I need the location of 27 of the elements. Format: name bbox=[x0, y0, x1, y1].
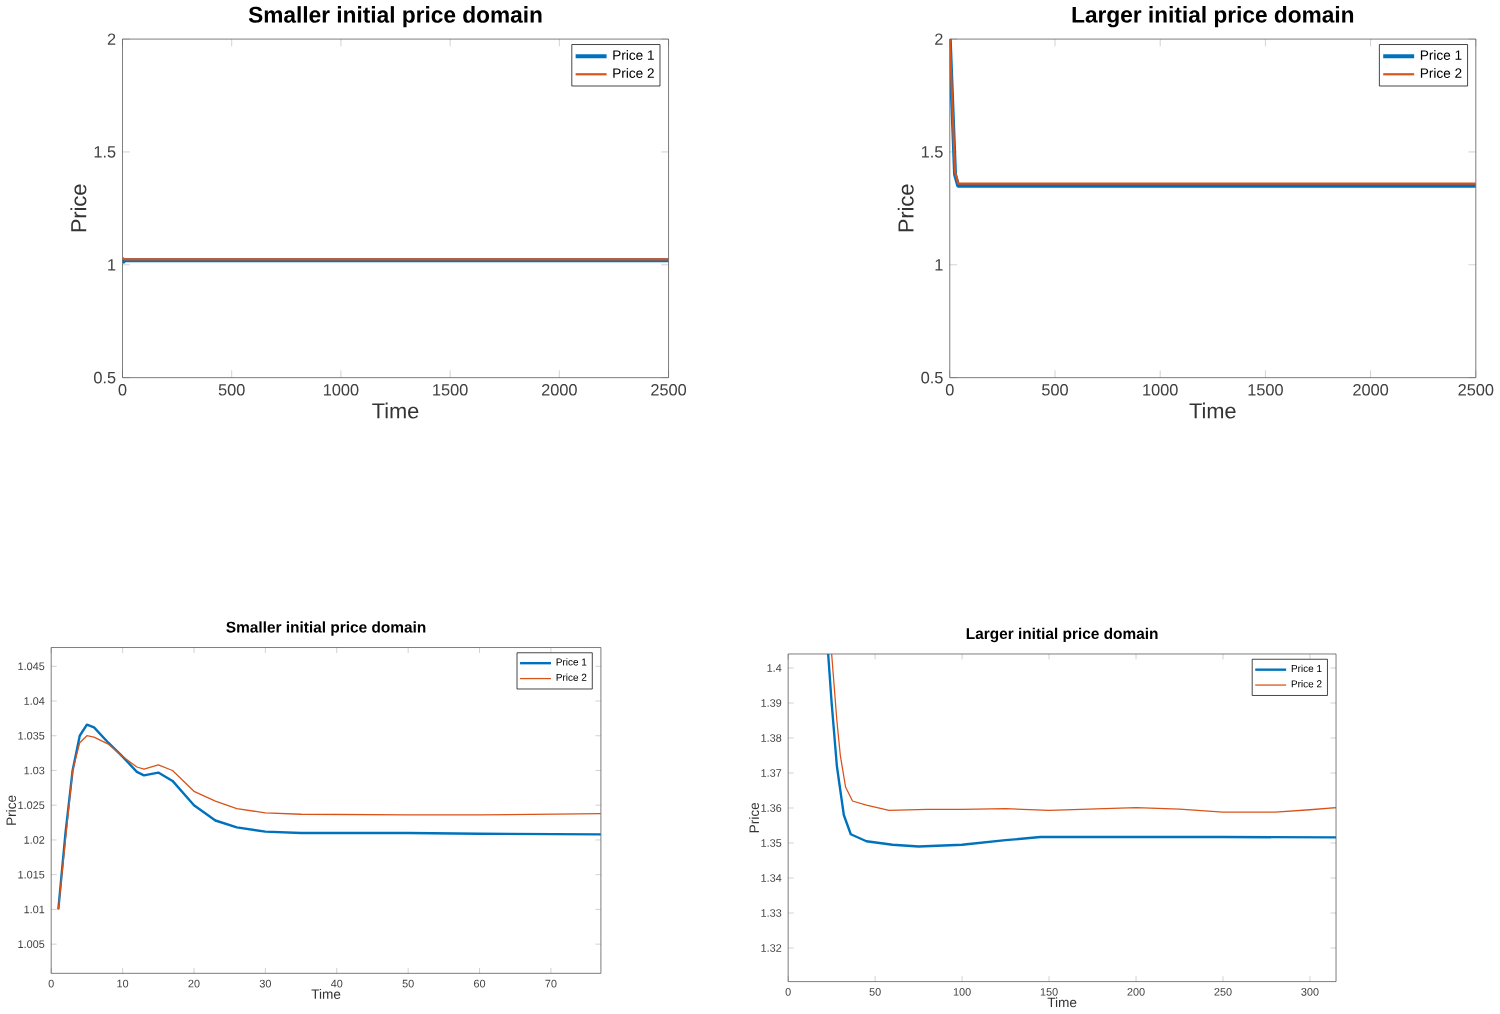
y-tick-label: 0.5 bbox=[94, 372, 116, 384]
chart-title: Smaller initial price domain bbox=[248, 6, 542, 28]
x-axis-title: Time bbox=[372, 402, 419, 419]
y-tick-label: 1 bbox=[108, 259, 116, 271]
x-tick-label: 1500 bbox=[433, 384, 468, 396]
y-tick-label: 1 bbox=[935, 259, 943, 271]
x-tick-label: 1000 bbox=[324, 384, 359, 396]
x-tick-label: 2000 bbox=[542, 384, 577, 396]
x-tick-label: 1000 bbox=[1143, 384, 1178, 396]
x-tick-label: 0 bbox=[945, 384, 954, 396]
y-axis-title: Price bbox=[70, 184, 87, 232]
x-tick-label: 2500 bbox=[651, 384, 687, 396]
x-tick-label: 1500 bbox=[1248, 384, 1283, 396]
x-tick-label: 500 bbox=[218, 384, 245, 396]
y-tick-label: 2 bbox=[935, 33, 943, 46]
x-tick-label: 2000 bbox=[1353, 384, 1389, 396]
chart-title: Larger initial price domain bbox=[1072, 6, 1354, 28]
x-axis-title: Time bbox=[1189, 402, 1236, 419]
line-series bbox=[831, 654, 1337, 814]
x-tick-label: 500 bbox=[1042, 384, 1068, 396]
y-axis-title: Price bbox=[897, 184, 914, 232]
y-tick-label: 1.5 bbox=[921, 146, 943, 158]
y-tick-label: 2 bbox=[107, 33, 116, 46]
x-tick-label: 2500 bbox=[1458, 384, 1494, 396]
y-tick-label: 1.5 bbox=[94, 146, 116, 158]
x-tick-label: 0 bbox=[118, 384, 127, 396]
y-tick-label: 0.5 bbox=[921, 372, 943, 384]
